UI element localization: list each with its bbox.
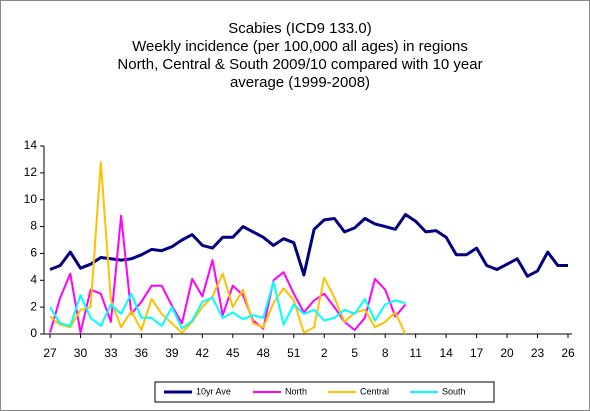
legend-label: South bbox=[442, 386, 466, 396]
series-line bbox=[49, 280, 406, 330]
chart-title: Scabies (ICD9 133.0) bbox=[228, 20, 371, 37]
x-tick-label: 20 bbox=[500, 346, 514, 360]
y-tick-label: 2 bbox=[30, 299, 37, 313]
legend-label: North bbox=[285, 386, 307, 396]
y-tick-label: 0 bbox=[30, 326, 37, 340]
x-tick-label: 42 bbox=[196, 346, 210, 360]
x-tick-label: 17 bbox=[470, 346, 484, 360]
x-tick-label: 26 bbox=[561, 346, 575, 360]
x-tick-label: 8 bbox=[382, 346, 389, 360]
x-tick-label: 27 bbox=[43, 346, 57, 360]
x-tick-label: 48 bbox=[257, 346, 271, 360]
x-tick-label: 5 bbox=[351, 346, 358, 360]
series-line bbox=[49, 214, 407, 334]
legend-label: 10yr Ave bbox=[196, 386, 231, 396]
x-tick-label: 23 bbox=[531, 346, 545, 360]
x-tick-label: 11 bbox=[409, 346, 422, 360]
legend-box bbox=[154, 381, 495, 403]
legend-label: Central bbox=[360, 386, 389, 396]
series-line bbox=[49, 161, 407, 335]
x-tick-label: 33 bbox=[104, 346, 118, 360]
x-tick-label: 45 bbox=[226, 346, 240, 360]
x-tick-label: 51 bbox=[287, 346, 301, 360]
y-tick-label: 4 bbox=[30, 272, 37, 286]
y-tick-label: 12 bbox=[24, 165, 38, 179]
x-tick-label: 39 bbox=[165, 346, 179, 360]
chart-title: North, Central & South 2009/10 compared … bbox=[117, 56, 482, 73]
chart-title: average (1999-2008) bbox=[230, 74, 370, 91]
series-line bbox=[49, 213, 568, 278]
x-tick-label: 2 bbox=[321, 346, 328, 360]
y-tick-label: 10 bbox=[24, 192, 38, 206]
y-tick-label: 8 bbox=[30, 219, 37, 233]
y-tick-label: 14 bbox=[24, 138, 38, 152]
chart-title: Weekly incidence (per 100,000 all ages) … bbox=[132, 38, 468, 55]
x-tick-label: 14 bbox=[439, 346, 453, 360]
x-tick-label: 30 bbox=[74, 346, 88, 360]
x-tick-label: 36 bbox=[135, 346, 149, 360]
y-tick-label: 6 bbox=[30, 246, 37, 260]
